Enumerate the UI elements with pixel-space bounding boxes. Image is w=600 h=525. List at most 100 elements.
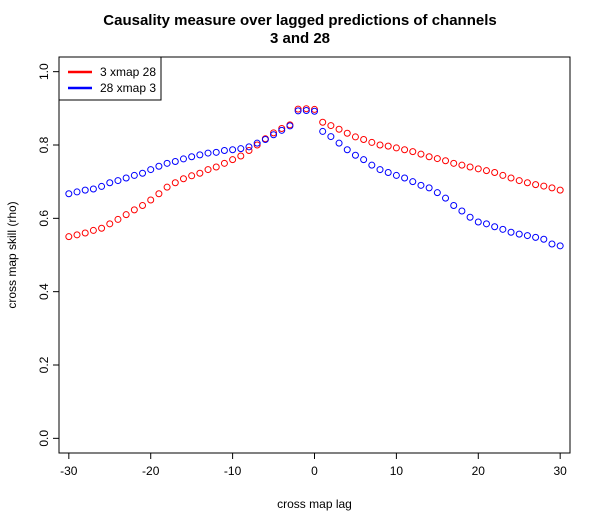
data-point — [179, 175, 187, 183]
data-point — [491, 169, 499, 176]
data-point — [343, 129, 351, 137]
data-point — [351, 133, 359, 141]
data-point — [540, 235, 548, 243]
y-tick-label: 0.8 — [37, 136, 51, 153]
data-point — [278, 125, 286, 132]
legend-label: 3 xmap 28 — [100, 65, 156, 79]
data-point — [229, 146, 237, 154]
data-point — [73, 231, 81, 239]
data-point — [523, 179, 531, 187]
data-point — [139, 202, 147, 209]
data-point — [311, 107, 318, 115]
data-point — [163, 159, 171, 167]
data-point — [204, 149, 212, 157]
data-points — [65, 105, 564, 250]
data-point — [73, 188, 81, 196]
x-tick-label: 30 — [553, 464, 567, 478]
data-point — [515, 177, 523, 185]
y-tick-label: 0.0 — [37, 430, 51, 447]
x-tick-label: -10 — [224, 464, 242, 478]
data-point — [442, 157, 450, 165]
x-tick-label: 0 — [311, 464, 318, 478]
data-point — [212, 148, 220, 156]
data-point — [220, 147, 228, 154]
data-point — [130, 171, 138, 179]
data-point — [425, 153, 433, 161]
data-point — [286, 122, 294, 130]
data-point — [114, 215, 122, 223]
data-point — [392, 144, 400, 152]
data-point — [319, 118, 327, 126]
x-tick-label: 10 — [390, 464, 404, 478]
data-point — [474, 165, 482, 173]
data-point — [442, 194, 450, 202]
data-point — [106, 179, 114, 187]
data-point — [368, 138, 376, 146]
data-point — [319, 127, 327, 135]
data-point — [335, 125, 343, 133]
data-point — [409, 178, 417, 186]
data-point — [139, 169, 147, 177]
data-point — [130, 206, 138, 214]
data-point — [163, 183, 171, 191]
y-axis: 0.0 0.2 0.4 0.6 0.8 1.0 — [37, 63, 60, 447]
data-point — [237, 152, 245, 160]
data-point — [294, 107, 302, 115]
data-point — [302, 105, 310, 113]
y-tick-label: 0.2 — [37, 356, 51, 373]
data-point — [122, 174, 130, 182]
data-point — [147, 166, 155, 174]
data-point — [335, 139, 343, 147]
data-point — [98, 224, 106, 232]
data-point — [65, 190, 73, 198]
data-point — [515, 230, 523, 238]
data-point — [171, 158, 179, 165]
chart-title-line-1: Causality measure over lagged prediction… — [103, 12, 496, 29]
data-point — [302, 107, 310, 115]
data-point — [368, 161, 376, 169]
data-point — [499, 225, 507, 233]
plot-area — [58, 56, 571, 454]
data-point — [81, 186, 89, 194]
data-point — [360, 156, 368, 164]
data-point — [122, 211, 130, 219]
data-point — [556, 186, 564, 194]
data-point — [384, 142, 392, 150]
data-point — [253, 139, 261, 147]
data-point — [89, 185, 97, 193]
data-point — [188, 153, 196, 161]
data-point — [532, 181, 540, 189]
data-point — [384, 169, 392, 176]
data-point — [229, 156, 237, 164]
data-point — [540, 182, 548, 190]
data-point — [212, 163, 220, 171]
data-point — [204, 166, 212, 174]
data-point — [409, 148, 417, 156]
data-point — [556, 242, 564, 250]
data-point — [507, 228, 515, 236]
data-point — [417, 150, 425, 158]
data-point — [482, 167, 490, 175]
x-axis-label: cross map lag — [277, 497, 352, 511]
data-point — [270, 131, 278, 139]
data-point — [450, 202, 458, 209]
data-point — [237, 145, 245, 153]
data-point — [491, 223, 499, 231]
data-point — [360, 136, 368, 143]
data-point — [311, 105, 318, 113]
legend-label: 28 xmap 3 — [100, 81, 156, 95]
chart-title: Causality measure over lagged prediction… — [103, 12, 496, 47]
data-point — [114, 177, 122, 185]
data-point — [327, 122, 335, 130]
data-point — [425, 184, 433, 192]
data-point — [499, 171, 507, 179]
x-axis: -30 -20 -10 0 10 20 30 — [60, 452, 567, 478]
data-point — [376, 166, 384, 174]
y-tick-label: 1.0 — [37, 63, 51, 80]
data-point — [401, 174, 409, 182]
data-point — [278, 126, 286, 134]
x-tick-label: 20 — [472, 464, 486, 478]
y-tick-label: 0.6 — [37, 210, 51, 227]
legend-box — [58, 56, 162, 101]
